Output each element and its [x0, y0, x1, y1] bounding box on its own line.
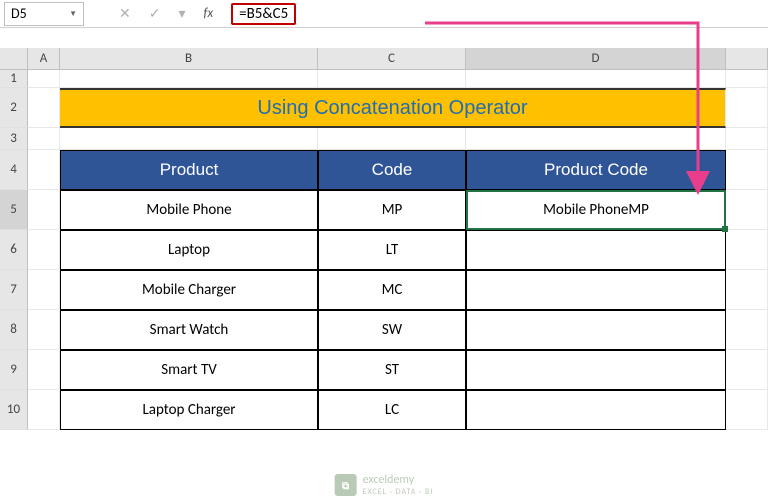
cell-code[interactable]: ST — [318, 350, 466, 390]
name-box-value: D5 — [11, 5, 27, 22]
cell-A3[interactable] — [28, 128, 60, 150]
watermark-tagline: EXCEL · DATA · BI — [363, 487, 434, 497]
cell-B1[interactable] — [60, 70, 318, 88]
table-row: 5Mobile PhoneMPMobile PhoneMP — [0, 190, 768, 230]
cell-B3[interactable] — [60, 128, 318, 150]
header-product[interactable]: Product — [60, 150, 318, 190]
cell-D3[interactable] — [466, 128, 726, 150]
row-header-3[interactable]: 3 — [0, 128, 28, 150]
row-4: 4 Product Code Product Code — [0, 150, 768, 190]
cell-product[interactable]: Mobile Charger — [60, 270, 318, 310]
formula-input[interactable]: =B5&C5 — [231, 3, 296, 25]
formula-bar-region: D5 ▼ ✕ ✓ ▾ fx =B5&C5 — [0, 0, 768, 28]
cell-rest-2 — [726, 88, 768, 128]
row-header-9[interactable]: 9 — [0, 350, 28, 390]
cell-code[interactable]: MC — [318, 270, 466, 310]
row-header-4[interactable]: 4 — [0, 150, 28, 190]
row-1: 1 — [0, 70, 768, 88]
name-box-dropdown-icon[interactable]: ▼ — [69, 9, 77, 19]
table-row: 8 Smart WatchSW — [0, 310, 768, 350]
row-header-8[interactable]: 8 — [0, 310, 28, 350]
cell-rest-3 — [726, 128, 768, 150]
cell-A5[interactable] — [28, 190, 60, 230]
row-3: 3 — [0, 128, 768, 150]
cell-result[interactable] — [466, 310, 726, 350]
header-code[interactable]: Code — [318, 150, 466, 190]
column-headers: A B C D — [0, 48, 768, 70]
cell-D1[interactable] — [466, 70, 726, 88]
fx-label[interactable]: fx — [204, 6, 214, 21]
cell-code[interactable]: MP — [318, 190, 466, 230]
table-row: 6 LaptopLT — [0, 230, 768, 270]
watermark-brand: exceldemy — [363, 473, 415, 487]
row-header-1[interactable]: 1 — [0, 70, 28, 88]
cell-rest-4 — [726, 150, 768, 190]
data-rows: 5Mobile PhoneMPMobile PhoneMP6LaptopLT7M… — [0, 190, 768, 430]
cell-rest-10 — [726, 390, 768, 430]
col-header-A[interactable]: A — [28, 48, 60, 69]
cell-rest-5 — [726, 190, 768, 230]
cell-result[interactable] — [466, 350, 726, 390]
row-header-2[interactable]: 2 — [0, 88, 28, 128]
table-row: 7 Mobile ChargerMC — [0, 270, 768, 310]
spreadsheet-grid: A B C D 1 2 Using Concatenation Operator… — [0, 48, 768, 430]
cell-rest-8 — [726, 310, 768, 350]
row-header-7[interactable]: 7 — [0, 270, 28, 310]
cell-code[interactable]: LT — [318, 230, 466, 270]
cell-product[interactable]: Smart TV — [60, 350, 318, 390]
cell-result[interactable]: Mobile PhoneMP — [466, 190, 726, 230]
row-header-10[interactable]: 10 — [0, 390, 28, 430]
cell-C3[interactable] — [318, 128, 466, 150]
watermark: ⧉ exceldemy EXCEL · DATA · BI — [335, 473, 434, 497]
confirm-icon[interactable]: ✓ — [149, 5, 161, 22]
cell-product[interactable]: Mobile Phone — [60, 190, 318, 230]
row-header-5[interactable]: 5 — [0, 190, 28, 230]
cell-result[interactable] — [466, 270, 726, 310]
cell-A6[interactable] — [28, 230, 60, 270]
cell-product[interactable]: Smart Watch — [60, 310, 318, 350]
cell-code[interactable]: SW — [318, 310, 466, 350]
title-cell[interactable]: Using Concatenation Operator — [60, 88, 726, 128]
cell-rest-7 — [726, 270, 768, 310]
formula-bar-icons: ✕ ✓ ▾ — [119, 5, 186, 22]
col-header-B[interactable]: B — [60, 48, 318, 69]
formula-dropdown-icon[interactable]: ▾ — [178, 5, 185, 22]
header-product-code[interactable]: Product Code — [466, 150, 726, 190]
select-all-corner[interactable] — [0, 48, 28, 69]
cancel-icon[interactable]: ✕ — [119, 5, 131, 22]
row-2: 2 Using Concatenation Operator — [0, 88, 768, 128]
col-header-rest — [726, 48, 768, 69]
cell-product[interactable]: Laptop — [60, 230, 318, 270]
cell-product[interactable]: Laptop Charger — [60, 390, 318, 430]
cell-A2[interactable] — [28, 88, 60, 128]
row-header-6[interactable]: 6 — [0, 230, 28, 270]
cell-A8[interactable] — [28, 310, 60, 350]
cell-rest-9 — [726, 350, 768, 390]
cell-A7[interactable] — [28, 270, 60, 310]
cell-result[interactable] — [466, 230, 726, 270]
formula-text: =B5&C5 — [239, 5, 288, 23]
col-header-D[interactable]: D — [466, 48, 726, 69]
cell-A9[interactable] — [28, 350, 60, 390]
cell-A10[interactable] — [28, 390, 60, 430]
fill-handle[interactable] — [722, 226, 728, 232]
col-header-C[interactable]: C — [318, 48, 466, 69]
cell-C1[interactable] — [318, 70, 466, 88]
cell-rest-6 — [726, 230, 768, 270]
watermark-text: exceldemy EXCEL · DATA · BI — [363, 473, 434, 497]
table-row: 9 Smart TVST — [0, 350, 768, 390]
watermark-logo: ⧉ — [335, 474, 357, 496]
cell-code[interactable]: LC — [318, 390, 466, 430]
cell-rest-1 — [726, 70, 768, 88]
name-box[interactable]: D5 ▼ — [4, 2, 84, 26]
cell-result[interactable] — [466, 390, 726, 430]
cell-A4[interactable] — [28, 150, 60, 190]
table-row: 10 Laptop ChargerLC — [0, 390, 768, 430]
cell-A1[interactable] — [28, 70, 60, 88]
